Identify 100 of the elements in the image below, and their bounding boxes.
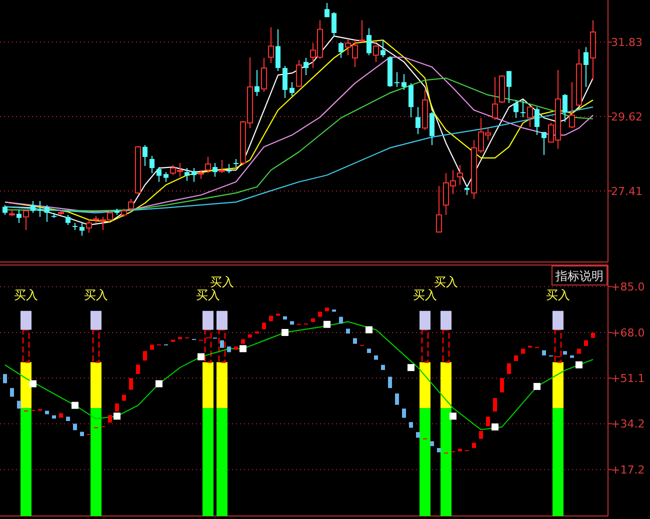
candlestick <box>276 28 280 72</box>
candlestick <box>17 400 21 409</box>
candlestick <box>296 59 302 88</box>
bar <box>90 310 102 330</box>
candlestick <box>464 184 470 196</box>
line-series <box>4 321 594 430</box>
point <box>534 382 540 390</box>
candlestick <box>527 106 533 128</box>
candlestick <box>268 26 274 64</box>
y-tick-label: +17.2 <box>611 464 645 477</box>
data-label: 买入 <box>84 288 108 302</box>
candlestick <box>479 430 483 439</box>
candlestick <box>304 57 308 76</box>
candlestick <box>577 348 581 354</box>
candlestick <box>430 112 434 146</box>
bar <box>202 408 214 516</box>
candlestick <box>472 442 476 448</box>
candlestick <box>227 346 231 352</box>
candlestick <box>563 351 567 355</box>
y-tick-label: 27.41 <box>611 184 642 198</box>
candlestick <box>380 40 386 58</box>
candlestick <box>122 394 126 401</box>
candlestick <box>150 155 154 174</box>
candlestick <box>325 308 329 312</box>
bar <box>92 329 100 363</box>
candlestick <box>457 164 463 186</box>
bar <box>440 408 452 516</box>
candlestick <box>184 168 190 182</box>
bar <box>20 310 32 330</box>
candlestick <box>192 168 196 182</box>
candlestick <box>205 156 211 174</box>
candlestick <box>569 82 575 128</box>
candlestick <box>283 316 287 320</box>
bar <box>216 362 228 408</box>
candlestick <box>45 410 49 414</box>
candlestick <box>156 166 162 182</box>
candlestick <box>416 106 420 135</box>
bar <box>204 329 212 363</box>
bar <box>420 408 430 516</box>
candlestick <box>212 162 218 178</box>
candlestick <box>507 363 511 374</box>
candlestick <box>514 100 518 118</box>
candlestick <box>388 376 392 388</box>
data-label: 买入 <box>434 274 458 289</box>
candlestick <box>16 209 22 224</box>
bar <box>554 329 562 363</box>
y-tick-label: +68.0 <box>611 326 645 340</box>
candlestick <box>584 46 588 88</box>
bar <box>440 310 452 330</box>
candlestick <box>44 204 50 222</box>
candlestick <box>402 408 406 418</box>
candlestick <box>324 2 330 18</box>
candlestick <box>486 416 490 426</box>
y-tick-label: +85.0 <box>611 280 645 294</box>
candlestick <box>338 42 344 58</box>
y-tick-label: +34.2 <box>611 418 645 431</box>
candlestick <box>234 346 238 350</box>
candlestick <box>373 44 379 62</box>
point <box>30 380 36 388</box>
bar <box>420 310 430 330</box>
candlestick <box>520 100 526 118</box>
candlestick <box>254 70 260 96</box>
candlestick <box>500 378 504 392</box>
candlestick <box>66 416 70 421</box>
data-label: 买入 <box>14 288 38 302</box>
bar <box>20 362 32 408</box>
candlestick <box>534 106 540 136</box>
candlestick <box>311 318 315 322</box>
candlestick <box>339 316 343 324</box>
candlestick <box>73 424 77 430</box>
candlestick <box>136 364 140 374</box>
candlestick <box>38 200 42 218</box>
candlestick <box>395 393 399 405</box>
bar <box>216 310 228 330</box>
candlestick <box>23 209 29 231</box>
bar <box>90 408 102 516</box>
point <box>324 320 330 328</box>
candlestick <box>416 432 420 438</box>
candlestick <box>219 159 225 174</box>
candlestick <box>402 74 406 90</box>
candlestick <box>570 355 574 358</box>
annotation: 指标说明 <box>554 269 604 283</box>
y-tick-label: 29.62 <box>611 110 642 124</box>
data-label: 买入 <box>413 288 437 302</box>
candlestick <box>408 82 414 118</box>
bar <box>202 362 214 408</box>
bar <box>216 408 228 516</box>
candlestick <box>59 413 63 418</box>
bar <box>20 408 32 516</box>
bar <box>420 362 430 408</box>
candlestick <box>591 332 595 338</box>
candlestick <box>115 403 119 412</box>
candlestick <box>143 351 147 361</box>
candlestick <box>492 76 498 120</box>
candlestick <box>366 28 372 56</box>
bar <box>202 310 214 330</box>
candlestick <box>52 415 56 419</box>
candlestick <box>514 355 518 362</box>
candlestick <box>394 72 400 88</box>
candlestick <box>150 344 154 350</box>
